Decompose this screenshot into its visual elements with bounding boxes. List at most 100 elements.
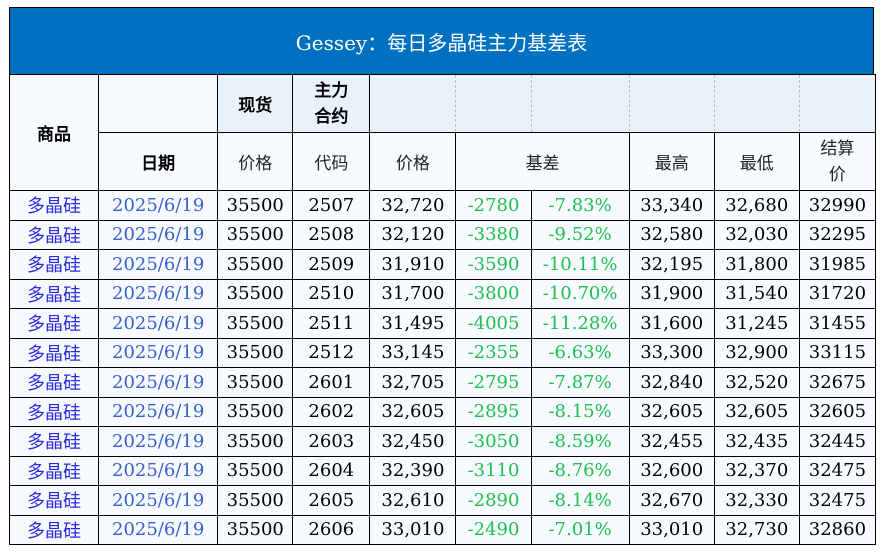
- table-row: 多晶硅 2025/6/19 35500 2606 33,010 -2490 -7.01% 33…: [8, 514, 877, 545]
- cell-basis: -2890: [455, 485, 532, 516]
- cell-product: 多晶硅: [8, 190, 100, 221]
- cell-price: 32,390: [369, 455, 457, 486]
- cell-basis-pct: -9.52%: [530, 219, 630, 250]
- cell-contract-code: 2512: [292, 337, 371, 368]
- cell-low: 31,540: [713, 278, 800, 309]
- cell-basis: -3110: [455, 455, 532, 486]
- cell-date: 2025/6/19: [98, 308, 219, 339]
- cell-spot-price: 35500: [217, 396, 294, 427]
- header-low: 最低: [713, 132, 800, 191]
- table-row: 多晶硅 2025/6/19 35500 2507 32,720 -2780 -7.83% 33…: [8, 190, 877, 221]
- cell-low: 32,605: [713, 396, 800, 427]
- cell-contract-code: 2507: [292, 190, 371, 221]
- cell-basis-pct: -7.87%: [530, 367, 630, 398]
- cell-price: 32,605: [369, 396, 457, 427]
- cell-date: 2025/6/19: [98, 396, 219, 427]
- cell-date: 2025/6/19: [98, 485, 219, 516]
- table-row: 多晶硅 2025/6/19 35500 2509 31,910 -3590 -10.11% 3…: [8, 249, 877, 280]
- cell-product: 多晶硅: [8, 367, 100, 398]
- table-row: 多晶硅 2025/6/19 35500 2604 32,390 -3110 -8.76% 32…: [8, 455, 877, 486]
- cell-contract-code: 2508: [292, 219, 371, 250]
- cell-settle: 32475: [798, 485, 877, 516]
- cell-low: 31,245: [713, 308, 800, 339]
- cell-date: 2025/6/19: [98, 455, 219, 486]
- cell-price: 33,145: [369, 337, 457, 368]
- cell-spot-price: 35500: [217, 219, 294, 250]
- cell-high: 32,580: [628, 219, 715, 250]
- cell-date: 2025/6/19: [98, 337, 219, 368]
- cell-product: 多晶硅: [8, 278, 100, 309]
- table-row: 多晶硅 2025/6/19 35500 2508 32,120 -3380 -9.52% 32…: [8, 219, 877, 250]
- cell-spot-price: 35500: [217, 367, 294, 398]
- cell-basis: -3800: [455, 278, 532, 309]
- cell-basis-pct: -8.15%: [530, 396, 630, 427]
- cell-product: 多晶硅: [8, 337, 100, 368]
- cell-basis: -3590: [455, 249, 532, 280]
- cell-basis-pct: -11.28%: [530, 308, 630, 339]
- cell-basis-pct: -8.14%: [530, 485, 630, 516]
- cell-basis-pct: -8.59%: [530, 426, 630, 457]
- cell-price: 32,705: [369, 367, 457, 398]
- cell-basis: -2355: [455, 337, 532, 368]
- cell-high: 32,195: [628, 249, 715, 280]
- cell-spot-price: 35500: [217, 308, 294, 339]
- cell-basis-pct: -7.83%: [530, 190, 630, 221]
- header-blank: [798, 74, 877, 133]
- cell-low: 32,435: [713, 426, 800, 457]
- header-product: 商品: [8, 74, 100, 191]
- header-price: 价格: [369, 132, 457, 191]
- cell-contract-code: 2602: [292, 396, 371, 427]
- cell-date: 2025/6/19: [98, 190, 219, 221]
- cell-high: 32,455: [628, 426, 715, 457]
- cell-spot-price: 35500: [217, 455, 294, 486]
- cell-settle: 32475: [798, 455, 877, 486]
- cell-high: 32,840: [628, 367, 715, 398]
- cell-price: 31,700: [369, 278, 457, 309]
- cell-low: 32,680: [713, 190, 800, 221]
- cell-high: 32,605: [628, 396, 715, 427]
- cell-date: 2025/6/19: [98, 426, 219, 457]
- cell-high: 31,600: [628, 308, 715, 339]
- table-title: Gessey：每日多晶硅主力基差表: [9, 7, 874, 74]
- cell-high: 33,010: [628, 514, 715, 545]
- cell-basis-pct: -10.70%: [530, 278, 630, 309]
- cell-product: 多晶硅: [8, 396, 100, 427]
- cell-contract-code: 2509: [292, 249, 371, 280]
- cell-settle: 31985: [798, 249, 877, 280]
- header-blank: [98, 74, 219, 133]
- cell-contract-code: 2606: [292, 514, 371, 545]
- cell-spot-price: 35500: [217, 190, 294, 221]
- cell-price: 32,120: [369, 219, 457, 250]
- header-date: 日期: [98, 132, 219, 191]
- cell-spot-price: 35500: [217, 249, 294, 280]
- table-row: 多晶硅 2025/6/19 35500 2511 31,495 -4005 -11.28% 3…: [8, 308, 877, 339]
- cell-low: 32,330: [713, 485, 800, 516]
- cell-product: 多晶硅: [8, 514, 100, 545]
- cell-price: 33,010: [369, 514, 457, 545]
- cell-settle: 32295: [798, 219, 877, 250]
- cell-high: 31,900: [628, 278, 715, 309]
- header-high: 最高: [628, 132, 715, 191]
- header-main-contract: 主力 合约: [292, 74, 371, 133]
- cell-contract-code: 2511: [292, 308, 371, 339]
- cell-spot-price: 35500: [217, 485, 294, 516]
- table-row: 多晶硅 2025/6/19 35500 2605 32,610 -2890 -8.14% 32…: [8, 485, 877, 516]
- header-settle: 结算 价: [798, 132, 877, 191]
- table-row: 多晶硅 2025/6/19 35500 2512 33,145 -2355 -6.63% 33…: [8, 337, 877, 368]
- cell-spot-price: 35500: [217, 337, 294, 368]
- basis-table-container: Gessey：每日多晶硅主力基差表 商品 现货 主力 合约 日期 价格 代码 价…: [8, 7, 877, 545]
- cell-date: 2025/6/19: [98, 278, 219, 309]
- header-basis: 基差: [455, 132, 630, 191]
- cell-date: 2025/6/19: [98, 249, 219, 280]
- cell-basis: -2490: [455, 514, 532, 545]
- cell-settle: 33115: [798, 337, 877, 368]
- header-blank: [369, 74, 457, 133]
- cell-product: 多晶硅: [8, 426, 100, 457]
- cell-low: 32,030: [713, 219, 800, 250]
- cell-price: 31,495: [369, 308, 457, 339]
- cell-basis: -2795: [455, 367, 532, 398]
- cell-price: 32,720: [369, 190, 457, 221]
- cell-settle: 31720: [798, 278, 877, 309]
- table-row: 多晶硅 2025/6/19 35500 2601 32,705 -2795 -7.87% 32…: [8, 367, 877, 398]
- cell-spot-price: 35500: [217, 278, 294, 309]
